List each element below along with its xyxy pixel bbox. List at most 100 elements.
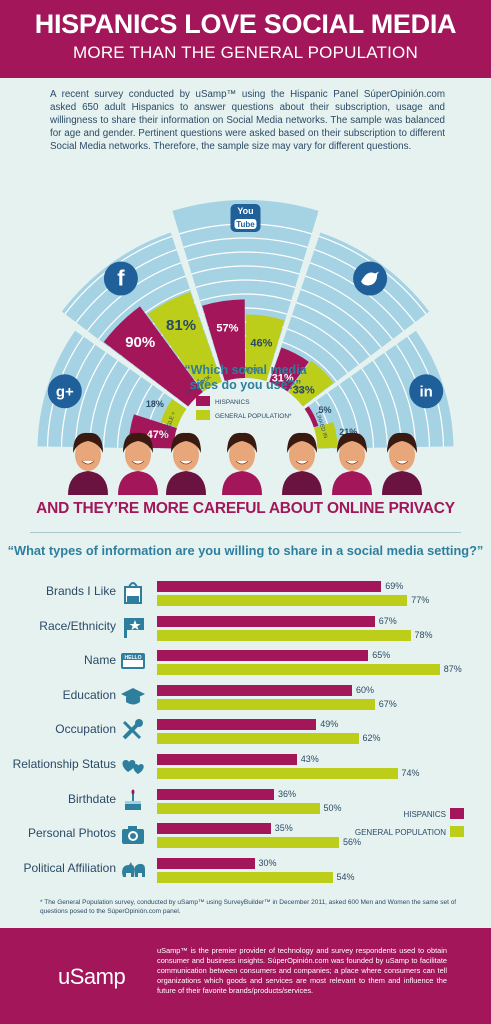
donkey-elephant-icon: [120, 857, 146, 881]
header: HISPANICS LOVE SOCIAL MEDIA MORE THAN TH…: [0, 0, 491, 78]
person-smile: [395, 460, 409, 465]
bar-hispanics: [202, 299, 246, 382]
data-label: 56%: [343, 837, 362, 848]
icon-glyph: g+: [56, 383, 74, 400]
person-shoulders: [332, 471, 372, 495]
data-label: 65%: [372, 650, 391, 661]
chart-row: Relationship Status 43% 74%: [0, 749, 491, 783]
bar-hispanics: [157, 615, 375, 627]
footnote: * The General Population survey, conduct…: [40, 899, 457, 915]
person-smile: [295, 460, 309, 465]
data-label: 69%: [385, 581, 404, 591]
bar-general: [160, 399, 187, 428]
shopping-bag-icon: [120, 580, 146, 604]
chart-row: Occupation 49% 62%: [0, 714, 491, 748]
bar-general: [157, 629, 411, 641]
person-face: [339, 439, 365, 471]
data-label: 30%: [258, 857, 277, 868]
data-label: 54%: [336, 871, 355, 882]
data-label: 46%: [250, 338, 272, 350]
ring-line: [191, 265, 300, 275]
person-face: [289, 439, 315, 471]
sharing-chart: Brands I Like 69% 77% Race/Ethnicity 67% 78% N…: [0, 576, 491, 886]
ring-line: [74, 352, 107, 448]
legend-general: GENERAL POPULATION: [354, 826, 468, 844]
bar-hispanics: [157, 684, 352, 696]
sharing-legend: HISPANICS GENERAL POPULATION: [354, 808, 468, 844]
bar-general: [157, 871, 333, 883]
chart-row: Race/Ethnicity 67% 78%: [0, 611, 491, 645]
name-tag-icon: HELLO: [120, 649, 146, 673]
category-label: YOU TUBE: [231, 367, 259, 373]
data-label: 5%: [318, 405, 331, 415]
person-smile: [345, 460, 359, 465]
person-face: [229, 439, 255, 471]
bar-hispanics: [157, 823, 271, 835]
chart-row: Personal Photos 35% 56%: [0, 818, 491, 852]
data-label: 49%: [320, 719, 339, 730]
person-hair: [171, 432, 201, 453]
facebook-icon: [103, 261, 138, 296]
google-plus-icon: [47, 374, 82, 409]
legend-swatch-hispanics: [450, 808, 464, 819]
page-subtitle: MORE THAN THE GENERAL POPULATION: [73, 43, 418, 62]
ring-line: [349, 376, 375, 448]
category-label: Birthdate: [67, 791, 116, 806]
bar-hispanics: [157, 788, 274, 800]
bar-hispanics: [157, 650, 369, 662]
person-face: [125, 439, 151, 471]
bar-general: [157, 733, 359, 745]
bar-hispanics: [269, 347, 309, 392]
bar-hispanics: [157, 754, 297, 765]
legend-swatch-hispanics: [196, 396, 210, 406]
bar-hispanics: [157, 857, 255, 869]
icon-glyph: in: [420, 383, 433, 400]
chart-row: Education 60% 67%: [0, 680, 491, 714]
category-label: Race/Ethnicity: [39, 618, 116, 633]
data-label: 60%: [356, 684, 375, 695]
person-smile: [235, 460, 249, 465]
footer: uSamp uSamp™ is the premier provider of …: [0, 928, 491, 1024]
person-face: [173, 439, 199, 471]
hearts-icon: [120, 753, 146, 777]
person-hair: [337, 432, 367, 453]
ring-line: [195, 279, 296, 289]
person-face: [389, 439, 415, 471]
youtube-icon-text: You: [237, 206, 253, 216]
data-label: 90%: [125, 334, 155, 351]
bar-hispanics: [103, 306, 203, 407]
chart-row: Name HELLO 65% 87%: [0, 645, 491, 679]
icon-glyph: f: [117, 265, 125, 290]
wheel-question: “Which social media sites do you use?”: [184, 363, 307, 392]
data-label: 18%: [146, 399, 164, 409]
data-label: 74%: [401, 768, 420, 778]
person-face: [75, 439, 101, 471]
ring-line: [199, 293, 292, 302]
person-hair: [227, 432, 257, 453]
data-label: 87%: [443, 664, 462, 675]
youtube-tube: [234, 219, 257, 229]
usamp-logo: uSamp: [58, 964, 126, 989]
legend-swatch-general: [450, 826, 464, 837]
ring-line: [98, 275, 186, 340]
page-title: HISPANICS LOVE SOCIAL MEDIA: [34, 9, 457, 39]
data-label: 31%: [272, 372, 294, 384]
linkedin-icon: [409, 374, 444, 409]
legend-label: GENERAL POPULATION: [354, 828, 446, 837]
data-label: 67%: [378, 698, 397, 709]
tools-icon: [120, 718, 146, 742]
person-smile: [81, 460, 95, 465]
ring-line: [102, 368, 130, 448]
ring-line: [286, 328, 349, 374]
social-media-usage-chart: 47%18%GOOGLE +g+90%81%FACEBOOKf57%46%YOU…: [37, 200, 454, 495]
person-shoulders: [282, 471, 322, 495]
data-label: 62%: [362, 733, 381, 744]
data-label: 50%: [323, 802, 342, 813]
ring-line: [296, 301, 371, 357]
person-hair: [123, 432, 153, 453]
legend-label: HISPANICS: [403, 810, 446, 819]
chart-row: Political Affiliation 30% 54%: [0, 853, 491, 887]
privacy-title: AND THEY’RE MORE CAREFUL ABOUT ONLINE PR…: [36, 500, 455, 517]
intro-text: A recent survey conducted by uSamp™ usin…: [50, 89, 445, 152]
bar-general: [157, 802, 320, 814]
